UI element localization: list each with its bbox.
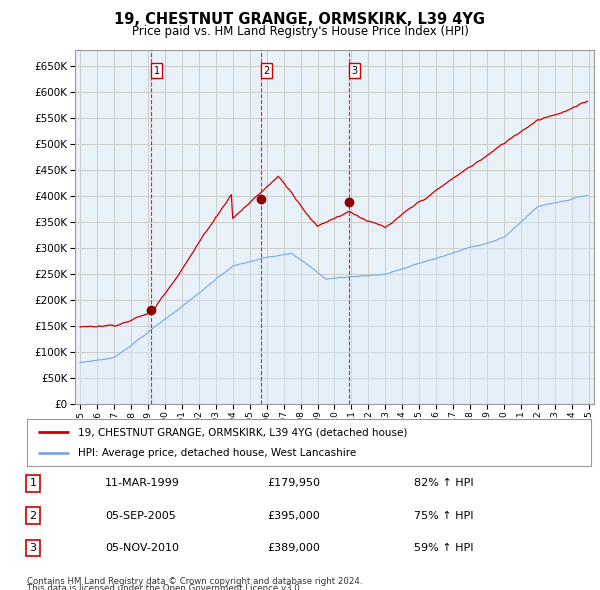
Text: £389,000: £389,000 [267,543,320,553]
Text: 2: 2 [263,65,270,76]
Text: 11-MAR-1999: 11-MAR-1999 [105,478,180,488]
Text: 75% ↑ HPI: 75% ↑ HPI [414,511,473,520]
Text: 3: 3 [351,65,358,76]
Text: 59% ↑ HPI: 59% ↑ HPI [414,543,473,553]
Text: 05-NOV-2010: 05-NOV-2010 [105,543,179,553]
Text: Price paid vs. HM Land Registry's House Price Index (HPI): Price paid vs. HM Land Registry's House … [131,25,469,38]
Text: HPI: Average price, detached house, West Lancashire: HPI: Average price, detached house, West… [78,448,356,458]
Text: 3: 3 [29,543,37,553]
Text: 05-SEP-2005: 05-SEP-2005 [105,511,176,520]
Text: This data is licensed under the Open Government Licence v3.0.: This data is licensed under the Open Gov… [27,584,302,590]
Text: 82% ↑ HPI: 82% ↑ HPI [414,478,473,488]
Text: 1: 1 [154,65,160,76]
Text: 2: 2 [29,511,37,520]
Text: 19, CHESTNUT GRANGE, ORMSKIRK, L39 4YG: 19, CHESTNUT GRANGE, ORMSKIRK, L39 4YG [115,12,485,27]
Text: Contains HM Land Registry data © Crown copyright and database right 2024.: Contains HM Land Registry data © Crown c… [27,577,362,586]
Text: 1: 1 [29,478,37,488]
Text: £179,950: £179,950 [267,478,320,488]
Text: £395,000: £395,000 [267,511,320,520]
Text: 19, CHESTNUT GRANGE, ORMSKIRK, L39 4YG (detached house): 19, CHESTNUT GRANGE, ORMSKIRK, L39 4YG (… [78,427,407,437]
